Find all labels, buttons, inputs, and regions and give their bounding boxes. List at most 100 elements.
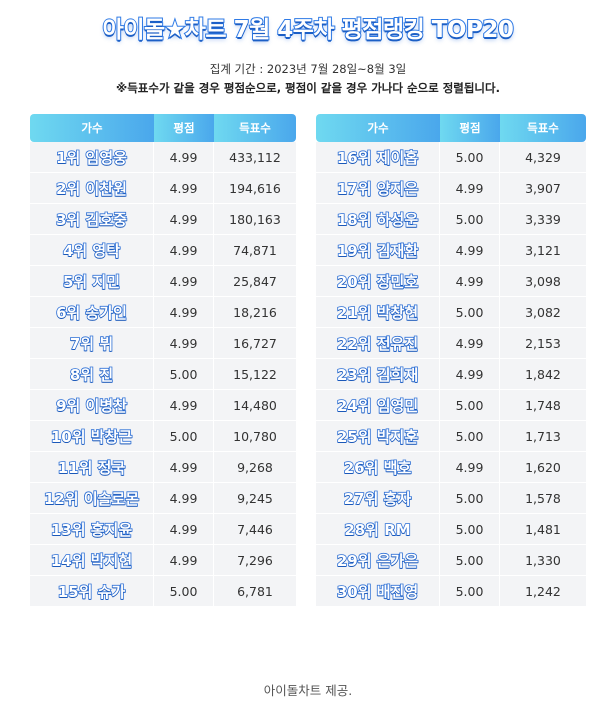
- cell-singer: 1위 임영웅: [30, 142, 154, 173]
- cell-singer: 28위 RM: [316, 514, 440, 545]
- table-row: 11위 정국 4.99 9,268: [30, 452, 296, 483]
- cell-rating: 4.99: [440, 328, 500, 359]
- cell-rating: 4.99: [440, 266, 500, 297]
- cell-singer: 7위 뷔: [30, 328, 154, 359]
- cell-singer: 21위 박창현: [316, 297, 440, 328]
- table-row: 13위 홍지윤 4.99 7,446: [30, 514, 296, 545]
- cell-singer: 20위 장민호: [316, 266, 440, 297]
- cell-singer: 24위 임영민: [316, 390, 440, 421]
- cell-singer: 13위 홍지윤: [30, 514, 154, 545]
- cell-singer: 15위 슈가: [30, 576, 154, 607]
- column-header-votes: 득표수: [500, 114, 586, 142]
- cell-rating: 5.00: [440, 204, 500, 235]
- cell-singer: 9위 이병찬: [30, 390, 154, 421]
- cell-votes: 3,082: [500, 297, 586, 328]
- cell-rating: 4.99: [154, 452, 214, 483]
- table-row: 30위 배진영 5.00 1,242: [316, 576, 586, 607]
- cell-rating: 4.99: [154, 483, 214, 514]
- table-row: 15위 슈가 5.00 6,781: [30, 576, 296, 607]
- cell-votes: 10,780: [214, 421, 296, 452]
- cell-rating: 5.00: [154, 421, 214, 452]
- table-row: 26위 백호 4.99 1,620: [316, 452, 586, 483]
- cell-votes: 74,871: [214, 235, 296, 266]
- table-row: 7위 뷔 4.99 16,727: [30, 328, 296, 359]
- cell-votes: 6,781: [214, 576, 296, 607]
- cell-singer: 27위 홍자: [316, 483, 440, 514]
- table-header-row: 가수 평점 득표수: [30, 114, 296, 142]
- cell-singer: 19위 김재환: [316, 235, 440, 266]
- cell-votes: 16,727: [214, 328, 296, 359]
- table-row: 5위 지민 4.99 25,847: [30, 266, 296, 297]
- table-row: 1위 임영웅 4.99 433,112: [30, 142, 296, 173]
- cell-votes: 1,481: [500, 514, 586, 545]
- cell-votes: 25,847: [214, 266, 296, 297]
- cell-votes: 3,339: [500, 204, 586, 235]
- cell-votes: 1,748: [500, 390, 586, 421]
- cell-rating: 4.99: [154, 142, 214, 173]
- cell-rating: 4.99: [154, 545, 214, 576]
- table-row: 9위 이병찬 4.99 14,480: [30, 390, 296, 421]
- cell-singer: 4위 영탁: [30, 235, 154, 266]
- cell-singer: 11위 정국: [30, 452, 154, 483]
- column-header-singer: 가수: [30, 114, 154, 142]
- cell-singer: 16위 제이홉: [316, 142, 440, 173]
- cell-votes: 18,216: [214, 297, 296, 328]
- table-row: 29위 은가은 5.00 1,330: [316, 545, 586, 576]
- table-row: 18위 하성운 5.00 3,339: [316, 204, 586, 235]
- table-row: 28위 RM 5.00 1,481: [316, 514, 586, 545]
- cell-votes: 1,713: [500, 421, 586, 452]
- cell-votes: 1,330: [500, 545, 586, 576]
- cell-singer: 12위 이솔로몬: [30, 483, 154, 514]
- cell-rating: 5.00: [440, 297, 500, 328]
- cell-singer: 23위 김희재: [316, 359, 440, 390]
- cell-votes: 1,842: [500, 359, 586, 390]
- cell-votes: 14,480: [214, 390, 296, 421]
- table-row: 14위 박지현 4.99 7,296: [30, 545, 296, 576]
- table-row: 23위 김희재 4.99 1,842: [316, 359, 586, 390]
- cell-rating: 4.99: [440, 235, 500, 266]
- cell-votes: 1,242: [500, 576, 586, 607]
- table-row: 21위 박창현 5.00 3,082: [316, 297, 586, 328]
- cell-votes: 3,098: [500, 266, 586, 297]
- table-row: 27위 홍자 5.00 1,578: [316, 483, 586, 514]
- table-row: 25위 박지훈 5.00 1,713: [316, 421, 586, 452]
- cell-singer: 2위 이찬원: [30, 173, 154, 204]
- cell-singer: 22위 전유진: [316, 328, 440, 359]
- table-row: 24위 임영민 5.00 1,748: [316, 390, 586, 421]
- table-row: 4위 영탁 4.99 74,871: [30, 235, 296, 266]
- table-row: 10위 박창근 5.00 10,780: [30, 421, 296, 452]
- column-header-singer: 가수: [316, 114, 440, 142]
- cell-rating: 4.99: [154, 235, 214, 266]
- table-row: 17위 양지은 4.99 3,907: [316, 173, 586, 204]
- cell-rating: 4.99: [154, 266, 214, 297]
- cell-singer: 8위 진: [30, 359, 154, 390]
- cell-rating: 5.00: [440, 390, 500, 421]
- cell-rating: 4.99: [440, 173, 500, 204]
- ranking-table-left: 가수 평점 득표수 1위 임영웅 4.99 433,112 2위 이찬원 4.99 194,6…: [30, 114, 296, 607]
- cell-singer: 26위 백호: [316, 452, 440, 483]
- table-row: 8위 진 5.00 15,122: [30, 359, 296, 390]
- table-row: 12위 이솔로몬 4.99 9,245: [30, 483, 296, 514]
- ranking-table-right: 가수 평점 득표수 16위 제이홉 5.00 4,329 17위 양지은 4.99 3,907…: [316, 114, 586, 607]
- cell-rating: 4.99: [154, 173, 214, 204]
- table-row: 19위 김재환 4.99 3,121: [316, 235, 586, 266]
- cell-votes: 180,163: [214, 204, 296, 235]
- cell-votes: 9,245: [214, 483, 296, 514]
- cell-rating: 5.00: [440, 421, 500, 452]
- cell-rating: 4.99: [440, 359, 500, 390]
- table-row: 22위 전유진 4.99 2,153: [316, 328, 586, 359]
- cell-singer: 3위 김호중: [30, 204, 154, 235]
- cell-votes: 1,578: [500, 483, 586, 514]
- sort-note: ※득표수가 같을 경우 평점순으로, 평점이 같을 경우 가나다 순으로 정렬됩…: [116, 81, 500, 95]
- cell-votes: 433,112: [214, 142, 296, 173]
- cell-rating: 4.99: [154, 390, 214, 421]
- table-row: 3위 김호중 4.99 180,163: [30, 204, 296, 235]
- cell-votes: 7,446: [214, 514, 296, 545]
- cell-rating: 5.00: [440, 483, 500, 514]
- cell-votes: 15,122: [214, 359, 296, 390]
- cell-singer: 29위 은가은: [316, 545, 440, 576]
- cell-singer: 30위 배진영: [316, 576, 440, 607]
- image-caption: 아이돌차트 제공.: [263, 683, 353, 698]
- cell-rating: 5.00: [154, 576, 214, 607]
- cell-votes: 194,616: [214, 173, 296, 204]
